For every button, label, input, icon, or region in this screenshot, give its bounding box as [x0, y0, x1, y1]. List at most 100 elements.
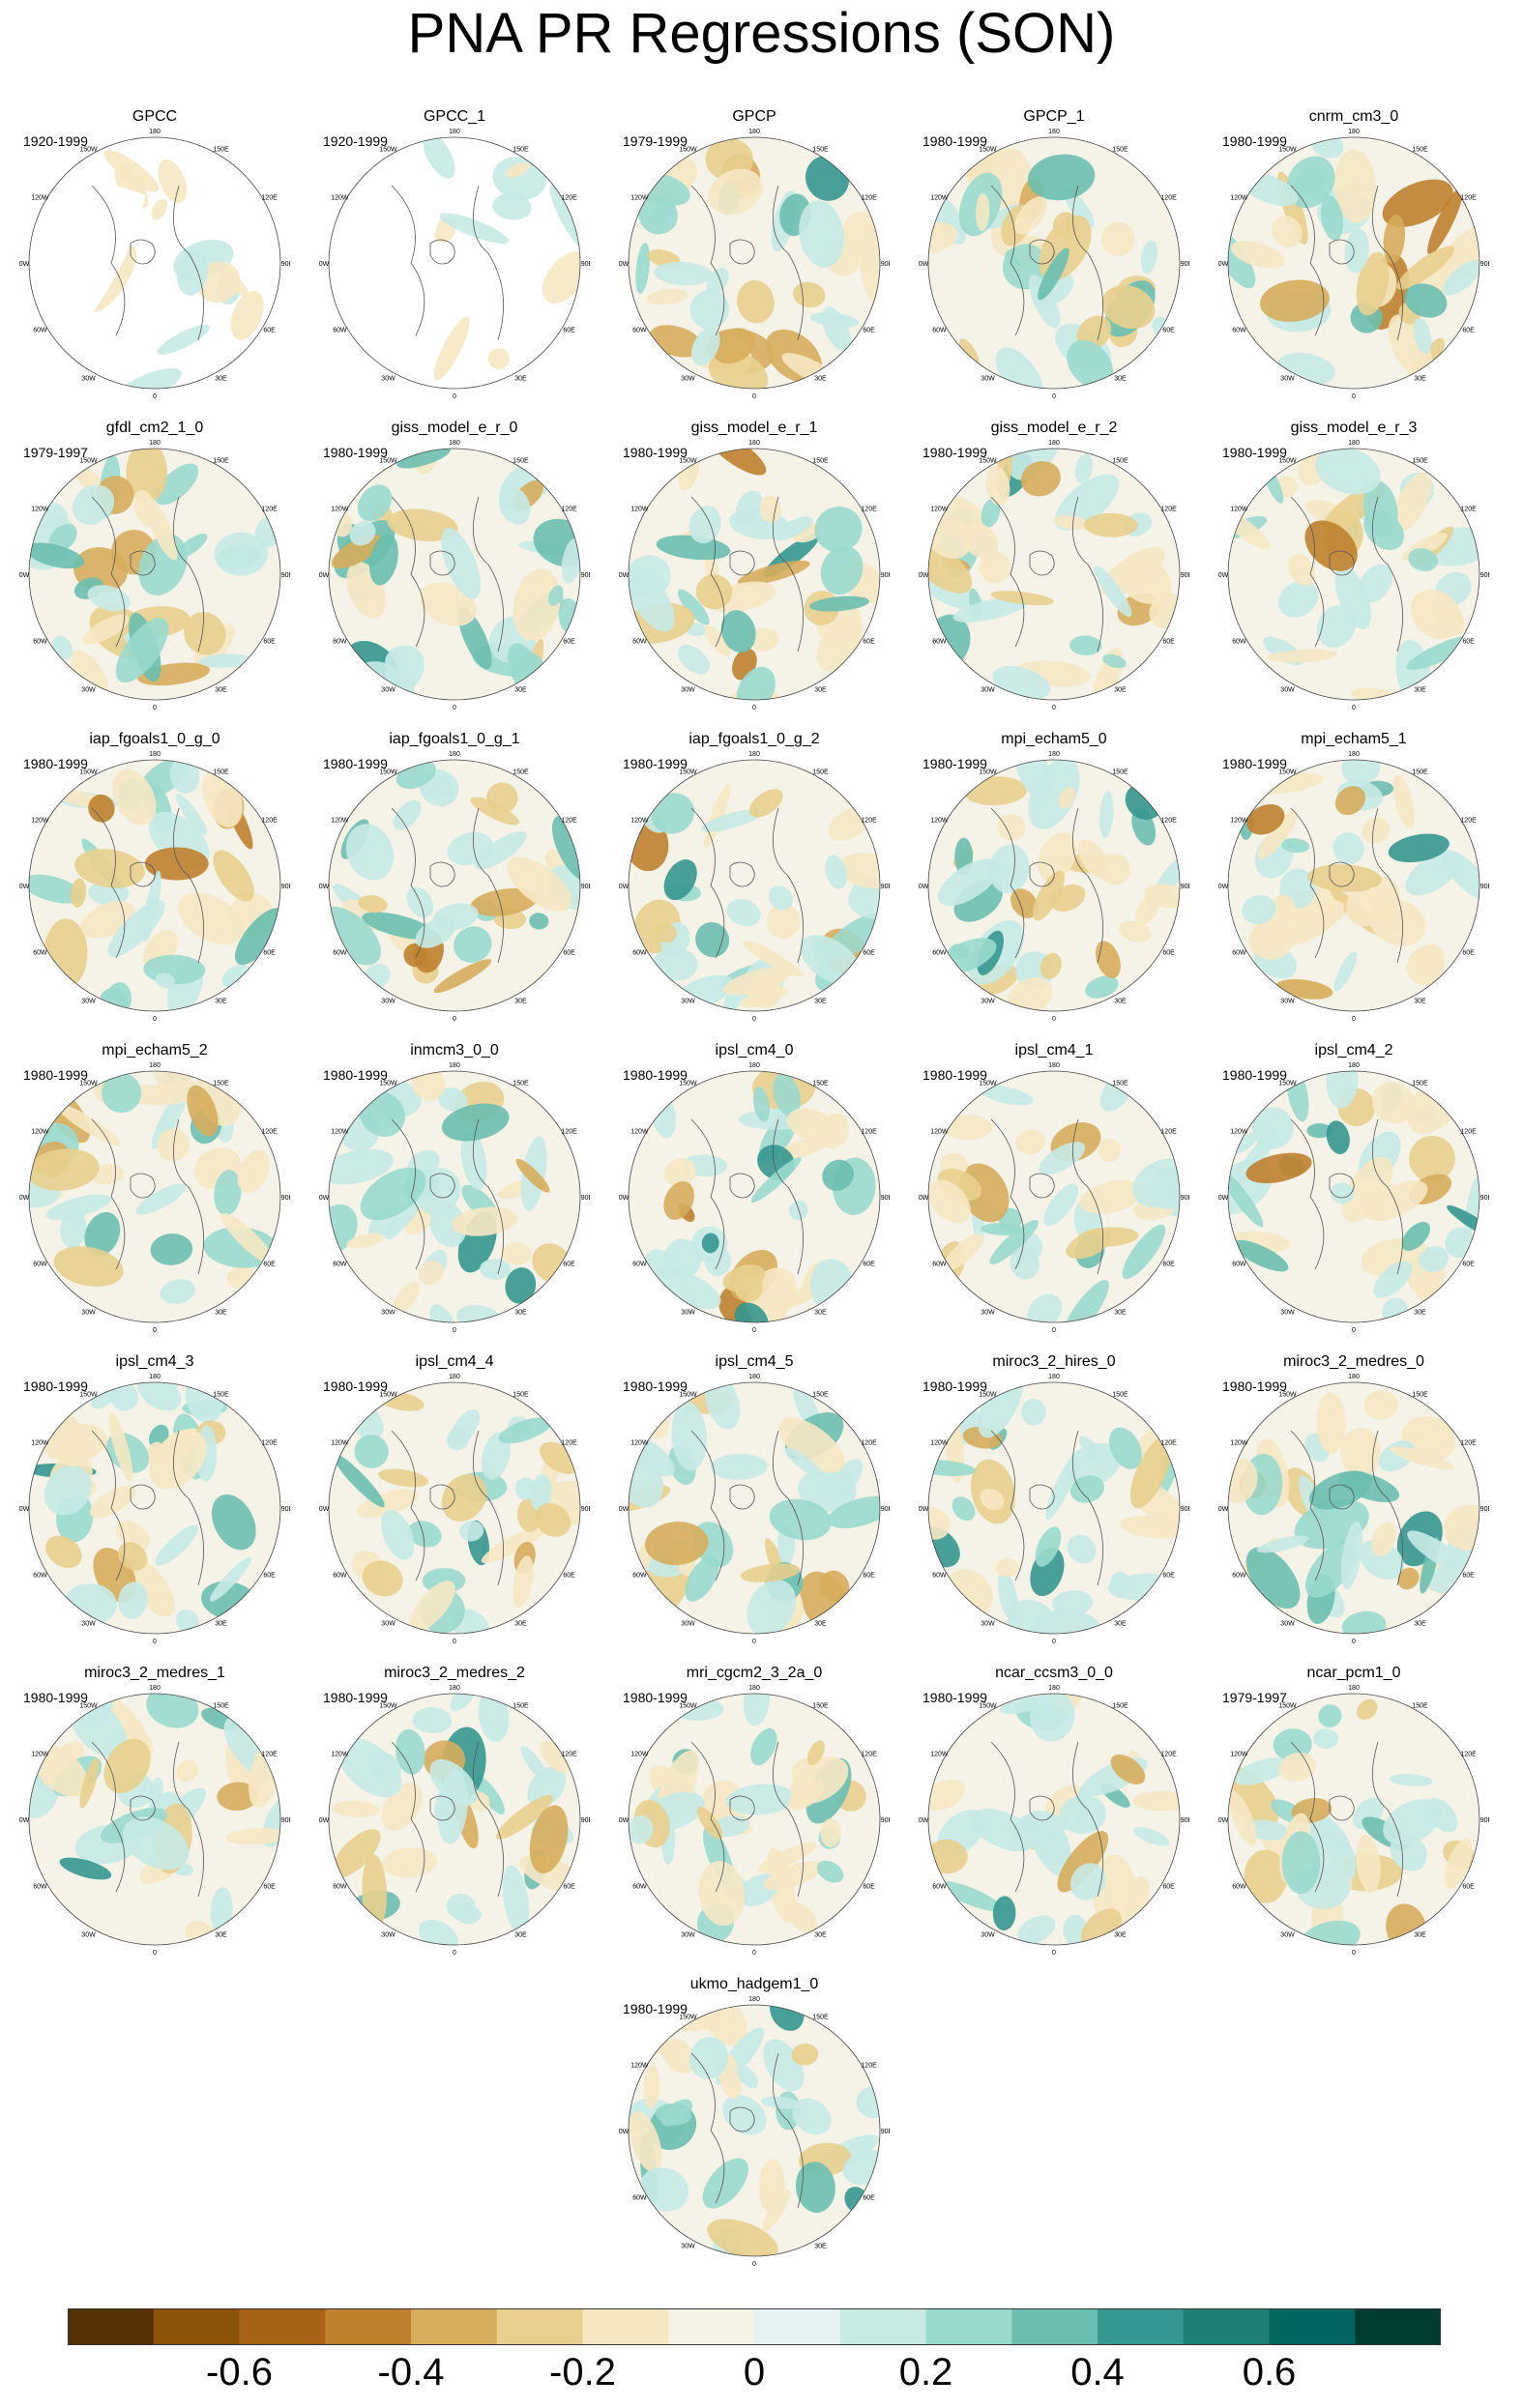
longitude-label: 30W [981, 1621, 995, 1628]
longitude-label: 90W [619, 1817, 630, 1824]
longitude-label: 180 [449, 751, 460, 758]
longitude-label: 180 [748, 1996, 760, 2003]
longitude-label: 30E [514, 687, 527, 694]
longitude-label: 30W [681, 1932, 695, 1939]
colorbar-swatch [239, 2308, 326, 2345]
precip-field [629, 1382, 880, 1634]
longitude-label: 30E [1414, 999, 1426, 1005]
panel-years: 1920-1999 [323, 133, 388, 149]
longitude-label: 0 [1052, 705, 1056, 711]
longitude-label: 30W [81, 376, 96, 383]
longitude-label: 60E [263, 950, 276, 957]
longitude-label: 90E [881, 261, 890, 268]
longitude-label: 30E [514, 1932, 527, 1939]
longitude-label: 120W [630, 2063, 649, 2070]
panel-title: miroc3_2_medres_2 [384, 1665, 525, 1681]
polar-map: 180 150E 120E 90E 60E 30E 0 30W 60W 90W 120W 150W [919, 1062, 1189, 1334]
coastline [91, 1118, 204, 1275]
longitude-label: 90E [581, 1817, 590, 1824]
polar-map: 180 150E 120E 90E 60E 30E 0 30W 60W 90W 120W 150W [619, 129, 890, 400]
longitude-label: 90E [1480, 884, 1489, 890]
longitude-label: 60E [863, 1573, 875, 1580]
longitude-label: 150W [79, 146, 98, 153]
longitude-label: 60W [932, 639, 947, 646]
longitude-label: 150W [679, 2014, 697, 2020]
polar-map: 180 150E 120E 90E 60E 30E 0 30W 60W 90W 120W 150W [619, 1374, 890, 1645]
longitude-label: 90W [919, 1195, 929, 1202]
longitude-label: 180 [1048, 1062, 1060, 1069]
longitude-label: 90W [619, 572, 630, 579]
longitude-label: 0 [1052, 1950, 1056, 1957]
longitude-label: 90E [281, 884, 290, 890]
map-panel: mpi_echam5_2 1980-1999 180 150E 120E 90E 60E 30… [19, 1042, 290, 1334]
coastline [990, 1430, 1103, 1586]
longitude-label: 0 [1052, 1639, 1056, 1645]
panel-years: 1980-1999 [623, 1067, 688, 1083]
longitude-label: 60W [632, 950, 647, 957]
coastline [1290, 1430, 1403, 1586]
precip-field [928, 1382, 1180, 1634]
panel-years: 1979-1997 [23, 445, 88, 460]
longitude-label: 180 [149, 751, 161, 758]
precip-field [329, 1071, 580, 1322]
longitude-label: 30E [514, 1621, 527, 1628]
polar-map: 180 150E 120E 90E 60E 30E 0 30W 60W 90W 120W 150W [619, 440, 890, 711]
longitude-label: 180 [748, 129, 760, 135]
longitude-label: 90E [1181, 261, 1189, 268]
longitude-label: 180 [748, 440, 760, 447]
longitude-label: 30E [1414, 687, 1426, 694]
longitude-label: 60E [1162, 1573, 1175, 1580]
coastline [690, 1118, 804, 1275]
panel-title: mpi_echam5_2 [102, 1042, 208, 1059]
longitude-label: 60E [263, 639, 276, 646]
polar-map: 180 150E 120E 90E 60E 30E 0 30W 60W 90W 120W 150W [19, 440, 290, 711]
longitude-label: 90E [1181, 1817, 1189, 1824]
longitude-label: 30E [1114, 687, 1127, 694]
longitude-label: 0 [153, 1639, 157, 1645]
longitude-label: 60E [863, 328, 875, 334]
longitude-label: 0 [752, 1639, 756, 1645]
longitude-label: 90E [581, 1506, 590, 1513]
longitude-label: 150W [979, 1080, 997, 1087]
map-panel: miroc3_2_medres_0 1980-1999 180 150E 120E 90E… [1218, 1353, 1489, 1645]
longitude-label: 120W [1230, 1129, 1248, 1136]
longitude-label: 30E [215, 999, 227, 1005]
colorbar-swatch [925, 2308, 1012, 2345]
longitude-label: 120E [861, 195, 877, 202]
longitude-label: 30W [681, 1621, 695, 1628]
longitude-label: 30W [381, 687, 395, 694]
longitude-label: 60E [263, 328, 276, 334]
longitude-label: 90E [581, 261, 590, 268]
longitude-label: 60W [33, 1573, 47, 1580]
longitude-label: 150E [1112, 1702, 1128, 1709]
longitude-label: 180 [449, 1685, 460, 1692]
colorbar-swatch [496, 2308, 583, 2345]
colorbar-swatch [1011, 2308, 1098, 2345]
longitude-label: 120E [1460, 1440, 1477, 1447]
longitude-label: 90W [619, 884, 630, 890]
map-panel: ipsl_cm4_3 1980-1999 180 150E 120E 90E 60E 30E 0… [19, 1353, 290, 1645]
panel-years: 1980-1999 [323, 756, 388, 771]
polar-map: 180 150E 120E 90E 60E 30E 0 30W 60W 90W 120W 150W [319, 1685, 590, 1957]
longitude-label: 120E [261, 1440, 278, 1447]
longitude-label: 30W [981, 687, 995, 694]
longitude-label: 90E [881, 2129, 890, 2135]
longitude-label: 60W [1232, 1884, 1246, 1891]
panel-years: 1980-1999 [623, 445, 688, 460]
coastline [1290, 185, 1403, 341]
coastline [690, 496, 804, 653]
longitude-label: 0 [752, 1016, 756, 1023]
longitude-label: 30W [381, 1621, 395, 1628]
longitude-label: 60W [632, 2195, 647, 2202]
coastline [990, 1741, 1103, 1898]
longitude-label: 120W [1230, 818, 1248, 825]
longitude-label: 30W [1280, 1310, 1295, 1317]
longitude-label: 0 [153, 1327, 157, 1334]
longitude-label: 60W [33, 950, 47, 957]
polar-map: 180 150E 120E 90E 60E 30E 0 30W 60W 90W 120W 150W [319, 1374, 590, 1645]
longitude-label: 150E [1412, 1080, 1428, 1087]
longitude-label: 30E [1414, 376, 1426, 383]
longitude-label: 120W [630, 1440, 649, 1447]
longitude-label: 180 [449, 1062, 460, 1069]
